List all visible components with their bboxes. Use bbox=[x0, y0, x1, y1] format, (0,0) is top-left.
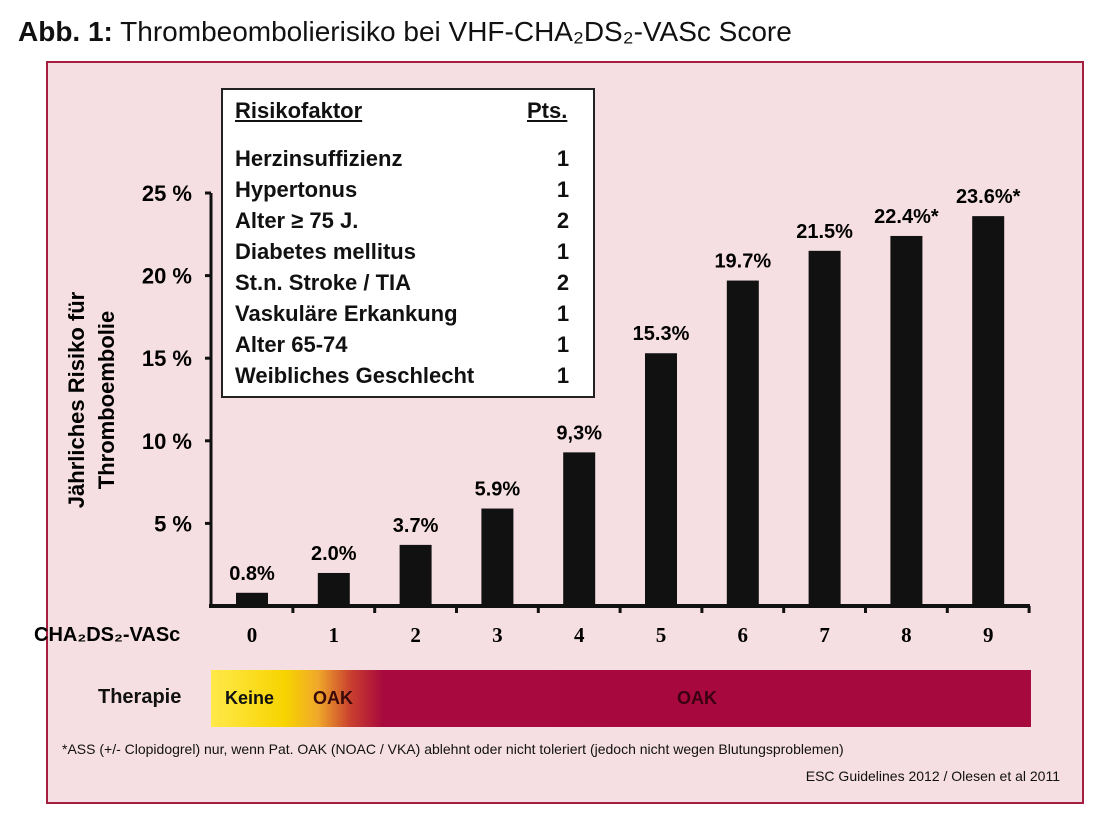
bar-data-label: 2.0% bbox=[311, 543, 357, 565]
source-citation: ESC Guidelines 2012 / Olesen et al 2011 bbox=[805, 768, 1060, 784]
x-tick-label: 3 bbox=[492, 623, 503, 647]
risk-factor-points: 1 bbox=[556, 177, 570, 202]
risk-factor-name: Alter 65-74 bbox=[235, 332, 348, 357]
risk-factor-name: Diabetes mellitus bbox=[235, 239, 416, 264]
risk-table-row: Herzinsuffizienz 1 bbox=[235, 146, 575, 176]
risk-table-row: St.n. Stroke / TIA 2 bbox=[235, 270, 575, 300]
x-tick-label: 1 bbox=[329, 623, 340, 647]
risk-factor-points: 1 bbox=[556, 146, 570, 171]
bar-data-label: 3.7% bbox=[393, 515, 439, 537]
bar bbox=[645, 353, 677, 606]
x-axis-title: CHA₂DS₂-VASc bbox=[34, 624, 180, 646]
y-tick-label: 20 % bbox=[142, 264, 192, 289]
therapy-oak-short-label: OAK bbox=[313, 688, 353, 708]
figure-title-text: Thrombeombolierisiko bei VHF-CHA₂DS₂-VAS… bbox=[120, 16, 792, 47]
risk-factor-points: 2 bbox=[556, 208, 570, 233]
therapy-none-label: Keine bbox=[225, 688, 275, 708]
risk-factor-points: 1 bbox=[556, 363, 570, 388]
bar bbox=[399, 544, 432, 606]
bar-data-label: 22.4%* bbox=[874, 206, 939, 228]
risk-factor-name: Alter ≥ 75 J. bbox=[235, 208, 359, 233]
figure-label: Abb. 1: bbox=[18, 16, 113, 47]
x-tick-label: 5 bbox=[656, 623, 667, 647]
bar-data-label: 23.6%* bbox=[956, 186, 1021, 208]
bar-data-label: 15.3% bbox=[633, 323, 690, 345]
risk-factor-points: 1 bbox=[556, 332, 570, 357]
risk-factor-table: Risikofaktor Pts. Herzinsuffizienz 1 Hyper… bbox=[221, 88, 595, 398]
footnote: *ASS (+/- Clopidogrel) nur, wenn Pat. OA… bbox=[62, 741, 844, 757]
bar bbox=[563, 452, 596, 606]
x-tick-label: 7 bbox=[819, 623, 830, 647]
bar-data-label: 9,3% bbox=[556, 422, 602, 444]
bar-data-label: 19.7% bbox=[714, 251, 771, 273]
bars: 0.8% 2.0% 3.7% 5.9% 9,3% 15.3% 19.7% 21.5% 22.4%… bbox=[229, 186, 1021, 607]
y-axis-title-line-2: Thromboembolie bbox=[94, 311, 119, 489]
bar bbox=[317, 572, 350, 606]
bar bbox=[236, 592, 268, 606]
therapy-label: Therapie bbox=[98, 686, 182, 708]
y-tick-label: 25 % bbox=[142, 181, 192, 206]
bar bbox=[808, 250, 841, 606]
bar bbox=[972, 216, 1005, 607]
risk-factor-points: 2 bbox=[556, 270, 570, 295]
bar-data-label: 5.9% bbox=[475, 479, 521, 501]
risk-table-row: Alter ≥ 75 J. 2 bbox=[235, 208, 575, 238]
bar bbox=[726, 280, 759, 606]
risk-factor-points: 1 bbox=[556, 239, 570, 264]
y-tick-label: 5 % bbox=[154, 511, 192, 536]
bar-data-label: 0.8% bbox=[229, 563, 275, 585]
figure-title: Abb. 1: Thrombeombolierisiko bei VHF-CHA… bbox=[18, 14, 792, 50]
x-tick-label: 0 bbox=[247, 623, 258, 647]
y-axis-title-line-1: Jährliches Risiko für bbox=[64, 291, 89, 508]
risk-table-row: Diabetes mellitus 1 bbox=[235, 239, 575, 269]
x-tick-label: 9 bbox=[983, 623, 994, 647]
bar bbox=[481, 508, 514, 606]
risk-factor-header: Risikofaktor bbox=[235, 98, 363, 123]
risk-factor-name: St.n. Stroke / TIA bbox=[235, 270, 412, 295]
risk-factor-name: Weibliches Geschlecht bbox=[235, 363, 475, 388]
points-header: Pts. bbox=[527, 98, 568, 123]
risk-table-row: Vaskuläre Erkankung 1 bbox=[235, 301, 575, 331]
bar bbox=[890, 235, 923, 606]
x-tick-label: 2 bbox=[410, 623, 421, 647]
y-tick-label: 15 % bbox=[142, 346, 192, 371]
risk-table-row: Alter 65-74 1 bbox=[235, 332, 575, 362]
x-tick-label: 4 bbox=[574, 623, 585, 647]
y-tick-label: 10 % bbox=[142, 429, 192, 454]
therapy-bar: Keine OAK OAK bbox=[211, 670, 1031, 727]
risk-table-row: Hypertonus 1 bbox=[235, 177, 575, 207]
risk-table-row: Weibliches Geschlecht 1 bbox=[235, 363, 575, 393]
x-tick-label: 8 bbox=[901, 623, 912, 647]
risk-factor-name: Vaskuläre Erkankung bbox=[235, 301, 458, 326]
risk-factor-name: Herzinsuffizienz bbox=[235, 146, 403, 171]
bar-data-label: 21.5% bbox=[796, 221, 853, 243]
risk-table-header: Risikofaktor Pts. bbox=[235, 98, 575, 128]
therapy-oak-label: OAK bbox=[677, 688, 717, 708]
risk-factor-points: 1 bbox=[556, 301, 570, 326]
x-tick-label: 6 bbox=[738, 623, 749, 647]
axes: 5 % 10 % 15 % 20 % 25 % Jährliches Risiko für… bbox=[34, 181, 1031, 647]
risk-factor-name: Hypertonus bbox=[235, 177, 358, 202]
